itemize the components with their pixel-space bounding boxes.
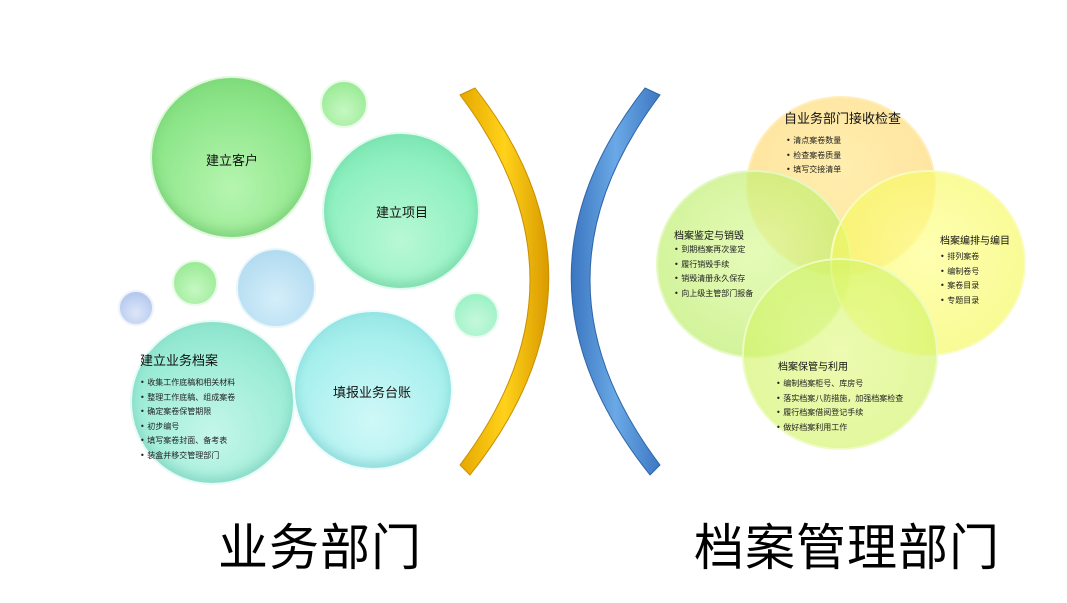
list-item: 收集工作底稿和相关材料 xyxy=(140,376,235,391)
list-item: 编制档案柜号、库房号 xyxy=(776,377,903,392)
venn-right-list: 排列案卷 编制卷号 案卷目录 专题目录 xyxy=(940,250,979,308)
blue-arc xyxy=(570,87,661,476)
list-item: 专题目录 xyxy=(940,294,979,309)
list-item: 填写案卷封面、备考表 xyxy=(140,434,235,449)
list-item: 向上级主管部门报备 xyxy=(674,287,756,302)
venn-top-title: 自业务部门接收检查 xyxy=(784,112,902,127)
list-item: 确定案卷保管期限 xyxy=(140,405,235,420)
list-item: 履行档案借阅登记手续 xyxy=(776,406,903,421)
bubble-build-client: 建立客户 xyxy=(150,76,313,239)
bubble-build-project: 建立项目 xyxy=(322,132,480,290)
list-item: 做好档案利用工作 xyxy=(776,421,903,436)
venn-bottom xyxy=(742,258,938,450)
small-bubble xyxy=(236,248,316,328)
list-item: 销毁清册永久保存 xyxy=(674,272,756,287)
list-item: 案卷目录 xyxy=(940,279,979,294)
list-item: 清点案卷数量 xyxy=(786,134,841,149)
bubble-ledger: 填报业务台账 xyxy=(293,310,453,470)
small-bubble xyxy=(172,260,218,306)
bubble-build-project-label: 建立项目 xyxy=(376,206,429,221)
bubble-ledger-label: 填报业务台账 xyxy=(333,386,412,401)
small-bubble xyxy=(118,290,154,326)
list-item: 落实档案八防措施，加强档案检查 xyxy=(776,392,903,407)
list-item: 装盒并移交管理部门 xyxy=(140,449,235,464)
list-item: 检查案卷质量 xyxy=(786,149,841,164)
bubble-build-client-label: 建立客户 xyxy=(206,154,259,169)
venn-right-title: 档案编排与编目 xyxy=(940,236,1010,247)
archive-list: 收集工作底稿和相关材料 整理工作底稿、组成案卷 确定案卷保管期限 初步编号 填写… xyxy=(140,376,235,463)
list-item: 填写交接清单 xyxy=(786,163,841,178)
list-item: 编制卷号 xyxy=(940,265,979,280)
archive-title: 建立业务档案 xyxy=(140,354,219,369)
list-item: 履行销毁手续 xyxy=(674,258,756,273)
small-bubble xyxy=(320,80,368,128)
venn-left-title: 档案鉴定与销毁 xyxy=(674,231,744,242)
small-bubble xyxy=(453,292,499,338)
venn-bottom-title: 档案保管与利用 xyxy=(778,362,848,373)
venn-bottom-list: 编制档案柜号、库房号 落实档案八防措施，加强档案检查 履行档案借阅登记手续 做好… xyxy=(776,377,903,435)
list-item: 初步编号 xyxy=(140,420,235,435)
business-dept-label: 业务部门 xyxy=(218,519,422,577)
venn-top-list: 清点案卷数量 检查案卷质量 填写交接清单 xyxy=(786,134,841,178)
list-item: 排列案卷 xyxy=(940,250,979,265)
gold-arc xyxy=(459,87,550,476)
venn-left-list: 到期档案再次鉴定 履行销毁手续 销毁清册永久保存 向上级主管部门报备 xyxy=(674,243,756,301)
archive-dept-label: 档案管理部门 xyxy=(694,519,1000,577)
list-item: 到期档案再次鉴定 xyxy=(674,243,756,258)
list-item: 整理工作底稿、组成案卷 xyxy=(140,391,235,406)
